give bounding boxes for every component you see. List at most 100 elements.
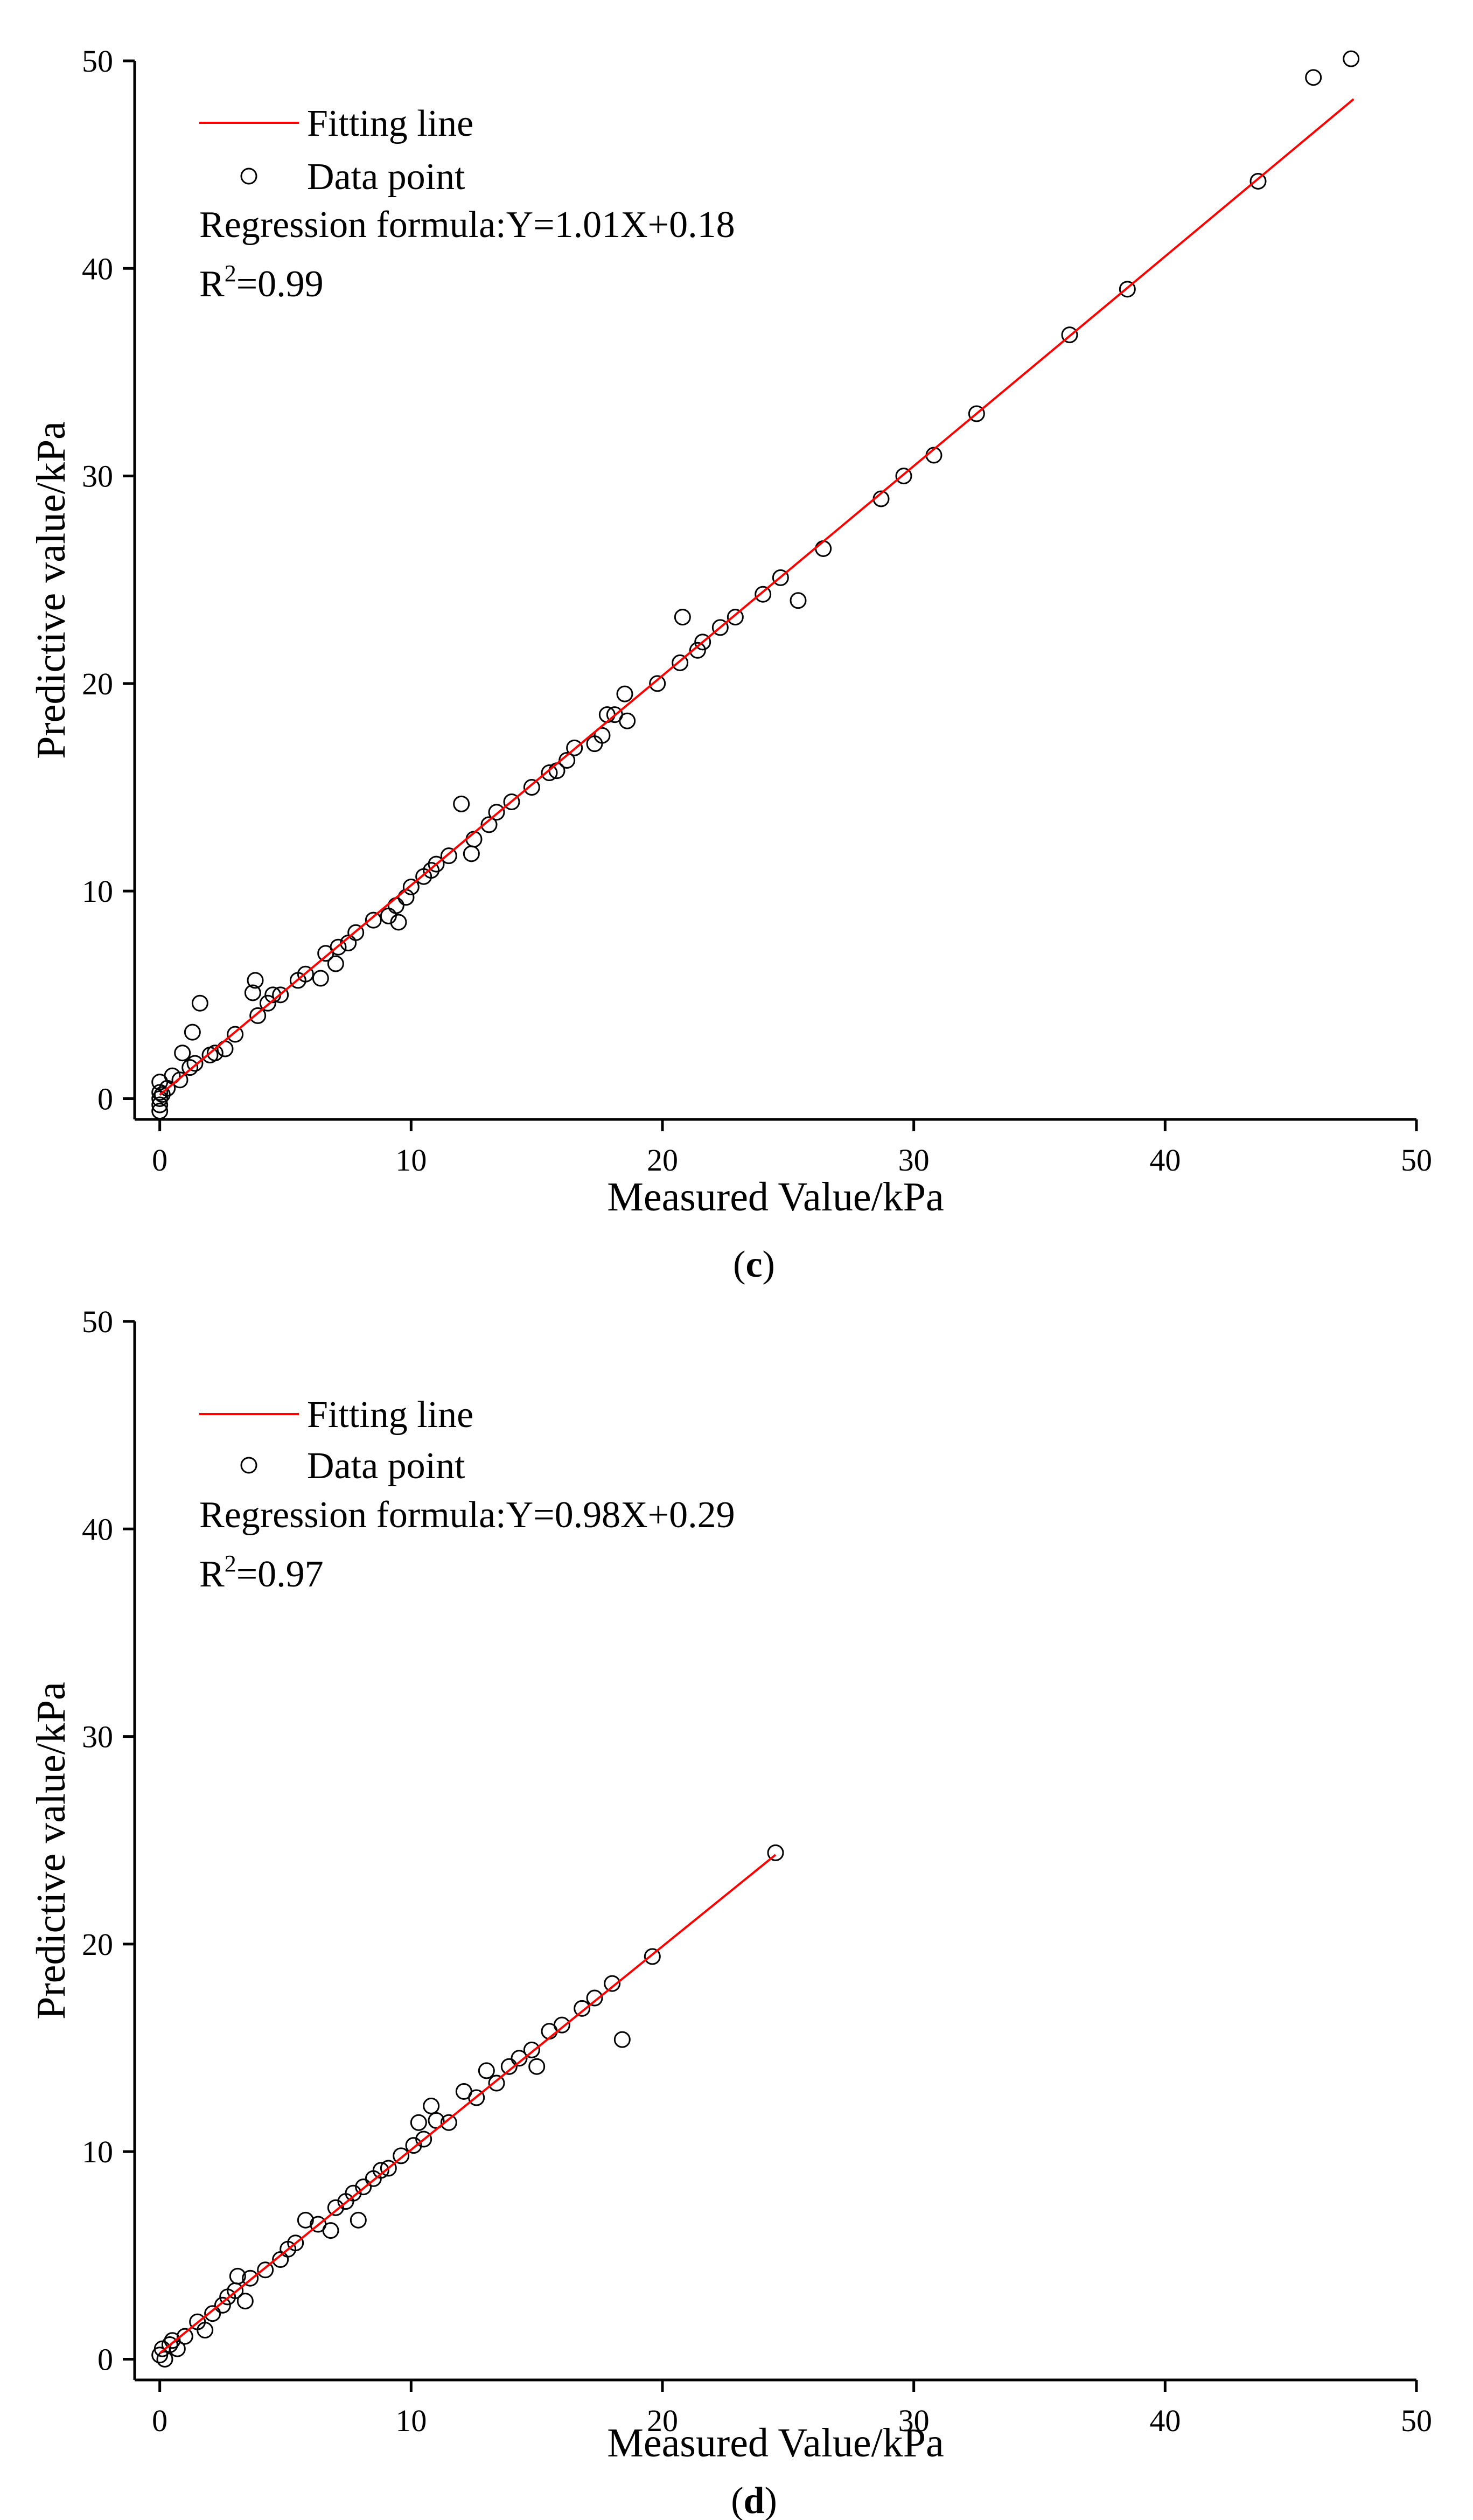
data-point: [227, 1026, 244, 1043]
y-tick-label: 30: [82, 459, 113, 494]
legend-point-label: Data point: [307, 1445, 465, 1487]
x-tick-label: 0: [152, 2403, 167, 2438]
legend: Fitting line Data point Regression formu…: [199, 103, 735, 305]
y-tick-label: 0: [97, 1081, 113, 1116]
data-point: [287, 2234, 304, 2252]
data-point: [347, 924, 365, 941]
data-point: [415, 2131, 432, 2148]
data-point: [468, 2089, 485, 2106]
data-point: [574, 2000, 591, 2017]
data-point: [488, 2075, 505, 2092]
x-tick-label: 10: [395, 1143, 427, 1178]
data-point: [815, 540, 832, 557]
data-point: [204, 2305, 221, 2322]
y-tick-label: 40: [82, 251, 113, 286]
data-point: [171, 1071, 189, 1089]
data-point: [566, 739, 583, 756]
data-point: [272, 986, 289, 1004]
data-point: [755, 586, 772, 603]
tick-labels: 0 10 20 30 40 50 0 10 20 30 40 50: [82, 44, 1432, 1178]
data-point: [694, 634, 711, 651]
data-point: [330, 938, 347, 956]
data-point: [327, 955, 344, 972]
y-tick-label: 10: [82, 874, 113, 909]
data-point: [644, 1948, 661, 1965]
data-point: [423, 2097, 440, 2114]
data-point: [541, 764, 558, 782]
data-point: [478, 2062, 495, 2079]
data-point: [790, 592, 807, 609]
data-point: [312, 970, 329, 987]
fitting-line: [159, 98, 1355, 1096]
data-point: [181, 1059, 199, 1076]
y-axis-title: Predictive value/kPa: [29, 421, 74, 759]
regression-formula: Regression formula:Y=1.01X+0.18: [199, 204, 735, 246]
data-point: [1343, 50, 1360, 67]
data-point: [372, 2162, 389, 2179]
data-point: [257, 2261, 274, 2279]
y-tick-label: 10: [82, 2134, 113, 2169]
legend-point-swatch: [240, 168, 257, 185]
data-point: [480, 816, 498, 833]
data-point: [428, 855, 445, 873]
y-tick-label: 50: [82, 44, 113, 79]
data-point: [440, 2114, 457, 2131]
data-point: [156, 2350, 173, 2368]
data-point: [594, 727, 611, 744]
x-tick-label: 10: [395, 2403, 427, 2438]
y-tick-label: 0: [97, 2342, 113, 2377]
y-tick-label: 20: [82, 1927, 113, 1962]
r-squared: R2=0.99: [199, 260, 324, 305]
data-point: [503, 793, 520, 810]
data-point: [259, 994, 276, 1012]
x-tick-label: 50: [1401, 1143, 1432, 1178]
data-points: [151, 1844, 784, 2368]
data-point: [197, 2322, 214, 2339]
data-point: [214, 2296, 231, 2314]
tick-labels: 0 10 20 30 40 50 0 10 20 30 40 50: [82, 1304, 1432, 2438]
data-point: [206, 1045, 224, 1062]
data-point: [528, 2058, 546, 2075]
chart-panel-c: 0 10 20 30 40 50 0 10 20 30 40 50 Measured Value/kP…: [29, 44, 1432, 1285]
fitting-line: [159, 1854, 777, 2354]
data-point: [169, 2340, 186, 2357]
x-tick-label: 50: [1401, 2403, 1432, 2438]
data-point: [1119, 281, 1136, 298]
data-point: [727, 609, 744, 626]
data-point: [184, 1024, 201, 1041]
axes: [123, 1320, 1418, 2392]
data-point: [1305, 69, 1322, 86]
y-axis-title: Predictive value/kPa: [29, 1682, 74, 2020]
data-point: [649, 675, 666, 692]
data-point: [345, 2184, 362, 2202]
data-point: [405, 2137, 422, 2154]
data-point: [380, 2160, 397, 2177]
data-point: [176, 2328, 193, 2345]
data-point: [511, 2050, 528, 2067]
data-point: [387, 897, 404, 914]
data-point: [229, 2267, 246, 2285]
data-point: [613, 2031, 631, 2048]
data-point: [604, 1975, 621, 1992]
data-point: [365, 911, 382, 929]
data-point: [689, 642, 706, 659]
data-point: [393, 2147, 410, 2164]
data-point: [895, 468, 912, 485]
data-point: [247, 972, 264, 989]
data-point: [249, 1007, 267, 1024]
data-point: [151, 1096, 169, 1113]
x-tick-label: 40: [1149, 2403, 1181, 2438]
data-point: [322, 2222, 339, 2239]
r-squared: R2=0.97: [199, 1550, 324, 1595]
regression-formula: Regression formula:Y=0.98X+0.29: [199, 1494, 735, 1536]
data-point: [488, 804, 505, 821]
data-point: [327, 2199, 344, 2216]
data-point: [523, 2041, 540, 2058]
data-point: [463, 845, 480, 862]
data-point: [1061, 326, 1078, 344]
data-point: [523, 779, 540, 796]
data-point: [500, 2058, 518, 2075]
data-point: [586, 1989, 603, 2007]
y-tick-label: 40: [82, 1512, 113, 1547]
